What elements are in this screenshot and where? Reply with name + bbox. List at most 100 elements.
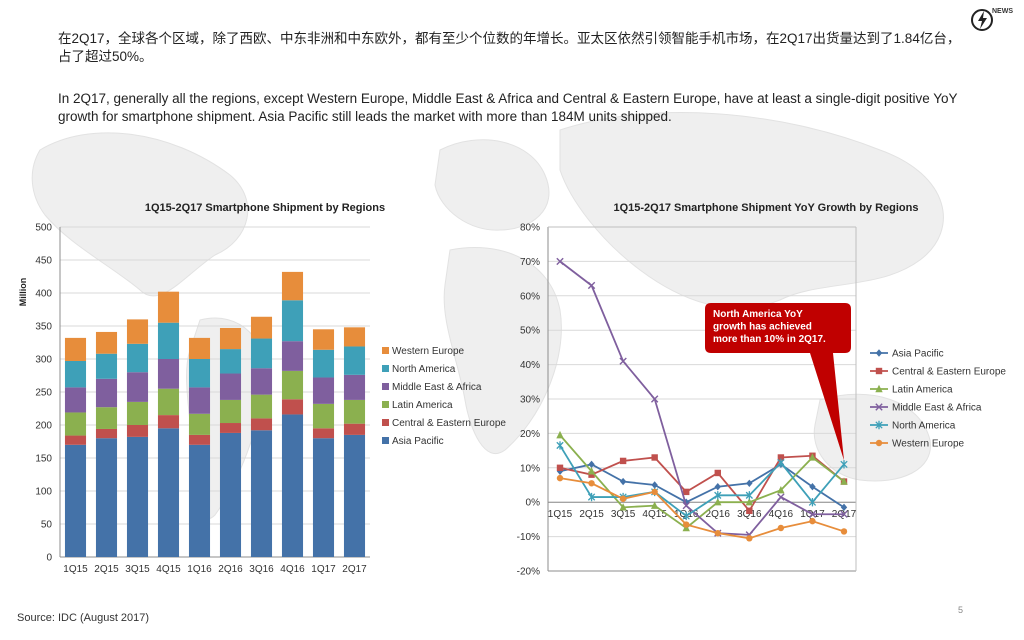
data-point-latin-america: [619, 503, 627, 511]
bar-ytick-label: 200: [35, 421, 52, 432]
line-ytick-label: 0%: [526, 498, 541, 509]
line-legend-item: Latin America: [870, 385, 953, 396]
paragraph-chinese: 在2Q17，全球各个区域，除了西欧、中东非洲和中东欧外，都有至少个位数的年增长。…: [58, 31, 961, 64]
logo-icon: [971, 9, 993, 31]
bar-ytick-label: 100: [35, 487, 52, 498]
line-ytick-label: 30%: [520, 395, 540, 406]
bar-segment-latin-america: [219, 399, 242, 424]
bar-segment-middle-east-africa: [126, 372, 149, 402]
data-point-north-america: [682, 511, 690, 521]
bar-segment-north-america: [312, 349, 335, 378]
bar-ytick-label: 400: [35, 289, 52, 300]
line-ytick-label: -20%: [517, 567, 540, 578]
bar-legend-label: North America: [392, 364, 456, 375]
line-legend-label: North America: [892, 421, 956, 432]
bar-segment-western-europe: [219, 327, 242, 350]
bar-segment-asia-pacific: [312, 438, 335, 557]
data-point-western-europe: [651, 488, 658, 496]
line-xtick-label: 4Q15: [642, 509, 667, 520]
line-xtick-label: 3Q15: [611, 509, 636, 520]
bar-xtick-label: 4Q16: [280, 564, 305, 575]
line-chart-title: 1Q15-2Q17 Smartphone Shipment YoY Growth…: [613, 202, 918, 214]
line-chart-svg: 1Q15-2Q17 Smartphone Shipment YoY Growth…: [517, 202, 1007, 578]
bar-xtick-label: 2Q15: [94, 564, 119, 575]
line-ytick-label: 40%: [520, 360, 540, 371]
bar-segment-latin-america: [281, 370, 304, 400]
bar-xtick-label: 1Q17: [311, 564, 336, 575]
line-ytick-label: 20%: [520, 429, 540, 440]
series-line-north-america: [559, 444, 845, 518]
bar-segment-asia-pacific: [281, 414, 304, 557]
bar-xtick-label: 3Q16: [249, 564, 274, 575]
annotation-text: North America YoY growth has achieved more…: [713, 309, 826, 345]
bar-segment-western-europe: [250, 316, 273, 339]
bar-segment-western-europe: [64, 337, 87, 361]
bar-legend-swatch: [382, 383, 389, 390]
line-xtick-label: 2Q15: [579, 509, 604, 520]
bar-legend-label: Latin America: [392, 400, 453, 411]
stacked-bar-chart: 1Q15-2Q17 Smartphone Shipment by Regions…: [0, 195, 520, 590]
series-line-latin-america: [559, 434, 845, 530]
bar-chart-svg: 1Q15-2Q17 Smartphone Shipment by Regions…: [18, 202, 506, 575]
data-point-central-eastern-europe: [683, 488, 690, 496]
bar-segment-asia-pacific: [95, 438, 118, 557]
bar-segment-middle-east-africa: [95, 378, 118, 408]
data-point-asia-pacific: [588, 460, 595, 469]
bar-legend-swatch: [382, 437, 389, 444]
data-point-latin-america: [840, 477, 848, 485]
line-legend-item: Western Europe: [870, 439, 965, 450]
series-western-europe: [556, 474, 848, 542]
bar-legend-swatch: [382, 347, 389, 354]
line-legend-item: North America: [870, 421, 956, 432]
line-legend-label: Asia Pacific: [892, 349, 944, 360]
line-legend-marker: [875, 403, 883, 411]
bar-ytick-label: 50: [41, 520, 53, 531]
line-xtick-label: 4Q16: [769, 509, 794, 520]
data-point-middle-east-africa: [556, 257, 564, 266]
bar-segment-north-america: [343, 346, 366, 375]
line-xtick-label: 2Q16: [706, 509, 731, 520]
bar-segment-western-europe: [157, 291, 180, 323]
data-point-middle-east-africa: [840, 510, 848, 518]
data-point-latin-america: [777, 485, 785, 494]
bar-segment-latin-america: [157, 388, 180, 416]
data-point-middle-east-africa: [777, 493, 785, 501]
line-legend-label: Latin America: [892, 385, 953, 396]
bar-segment-western-europe: [312, 329, 335, 350]
data-point-middle-east-africa: [619, 357, 627, 365]
bar-segment-central-eastern-europe: [312, 428, 335, 439]
bar-ytick-label: 450: [35, 256, 52, 267]
bar-segment-western-europe: [343, 327, 366, 347]
data-point-central-eastern-europe: [588, 471, 595, 478]
data-point-western-europe: [588, 480, 595, 487]
bar-segment-central-eastern-europe: [95, 428, 118, 439]
data-point-asia-pacific: [714, 483, 721, 491]
series-latin-america: [556, 430, 848, 532]
bar-ytick-label: 500: [35, 223, 52, 234]
bar-legend-swatch: [382, 419, 389, 426]
data-point-north-america: [714, 491, 722, 500]
bar-chart-ylabel: Million: [18, 278, 28, 307]
data-point-middle-east-africa: [808, 510, 817, 518]
bar-segment-central-eastern-europe: [281, 399, 304, 415]
line-legend-label: Western Europe: [892, 439, 965, 450]
bar-segment-north-america: [250, 338, 273, 369]
series-line-asia-pacific: [559, 463, 845, 509]
data-point-central-eastern-europe: [651, 454, 658, 461]
data-point-north-america: [840, 460, 848, 469]
data-point-western-europe: [840, 528, 848, 535]
bar-segment-western-europe: [95, 331, 118, 354]
data-point-north-america: [745, 491, 753, 500]
data-point-central-eastern-europe: [556, 464, 564, 471]
bar-segment-western-europe: [281, 271, 304, 301]
series-line-middle-east-africa: [559, 260, 844, 536]
bar-segment-middle-east-africa: [312, 377, 335, 404]
bar-segment-latin-america: [250, 394, 273, 419]
bar-ytick-label: 150: [35, 454, 52, 465]
bar-segment-latin-america: [126, 401, 149, 425]
bar-segment-latin-america: [343, 399, 366, 424]
bar-segment-central-eastern-europe: [188, 434, 211, 445]
data-point-western-europe: [746, 535, 753, 542]
line-legend-item: Asia Pacific: [870, 349, 944, 360]
bar-xtick-label: 2Q17: [342, 564, 367, 575]
